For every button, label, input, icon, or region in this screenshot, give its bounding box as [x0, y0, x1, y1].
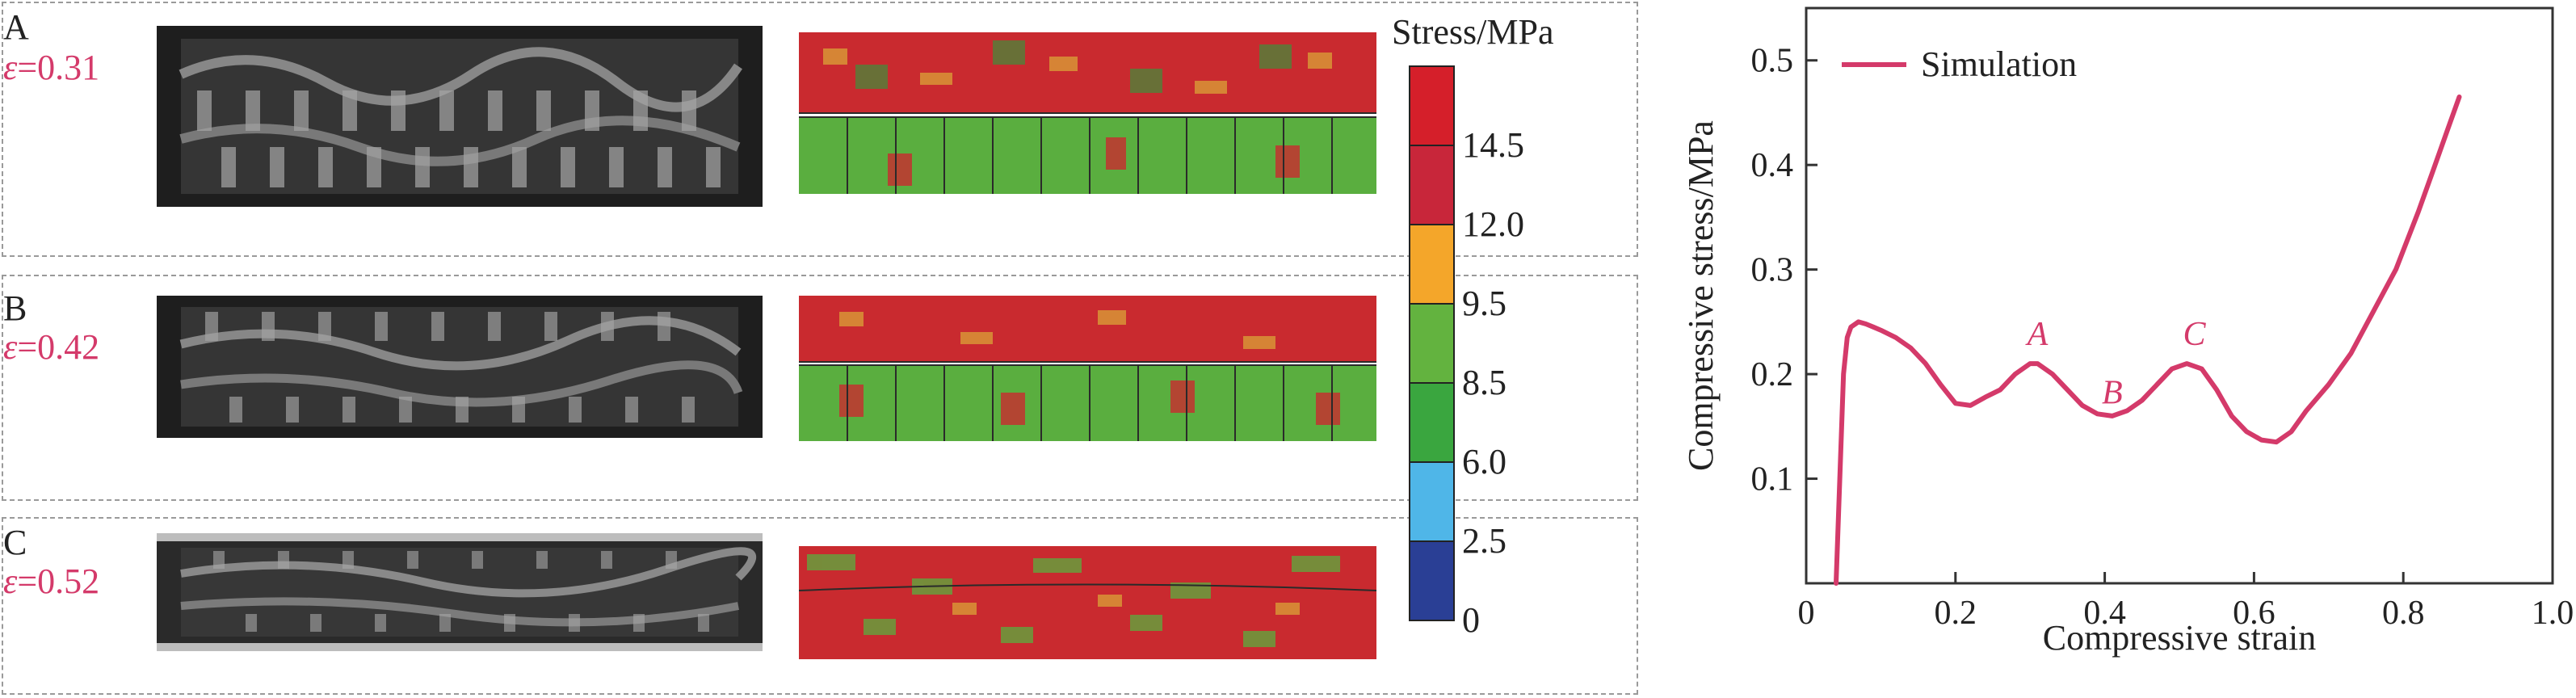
colorbar-ticks: 14.5 12.0 9.5 8.5 6.0 2.5 0 — [1462, 125, 1524, 640]
panel-a-strain: ε=0.31 — [3, 48, 100, 87]
colorbar-tick-label: 0 — [1462, 600, 1480, 640]
ct-image-c — [157, 533, 763, 651]
panel-c: C ε=0.52 — [2, 517, 1638, 695]
panel-b: B ε=0.42 — [2, 275, 1638, 501]
y-axis-label: Compressive stress/MPa — [1681, 120, 1721, 471]
panel-c-label: C — [3, 523, 27, 562]
x-axis-label: Compressive strain — [2043, 618, 2317, 658]
colorbar-tick-label: 12.0 — [1462, 204, 1524, 244]
x-axis-ticks: 0 0.2 0.4 0.6 0.8 1.0 — [1798, 572, 2574, 632]
colorbar-block — [1409, 65, 1455, 146]
y-axis-ticks: 0.1 0.2 0.3 0.4 0.5 — [1751, 43, 1817, 498]
colorbar-tick-label: 8.5 — [1462, 363, 1507, 402]
stress-field-b — [799, 296, 1376, 441]
point-annotation: A — [2025, 316, 2049, 353]
colorbar-title: Stress/MPa — [1392, 12, 1553, 52]
colorbar-tick-label: 2.5 — [1462, 521, 1507, 561]
point-annotation: B — [2102, 374, 2123, 411]
series-line — [1834, 95, 2462, 586]
x-tick-label: 0 — [1798, 595, 1815, 632]
legend: Simulation — [1842, 44, 2077, 84]
panel-c-strain: ε=0.52 — [3, 561, 100, 601]
legend-label: Simulation — [1921, 44, 2077, 84]
colorbar-block — [1409, 224, 1455, 305]
series — [1834, 95, 2462, 586]
colorbar-block — [1409, 382, 1455, 463]
colorbar-blocks — [1409, 65, 1455, 621]
x-tick-label: 1.0 — [2532, 595, 2574, 632]
panel-a: A ε=0.31 — [2, 2, 1638, 257]
stress-field-c — [798, 546, 1377, 659]
point-annotation: C — [2183, 316, 2206, 353]
ct-image-b — [157, 296, 763, 438]
panel-a-label: A — [3, 7, 29, 47]
colorbar-block — [1409, 461, 1455, 542]
colorbar: Stress/MPa 14.5 12.0 9.5 8.5 6.0 2.5 0 — [1392, 12, 1553, 640]
x-tick-label: 0.4 — [2083, 595, 2126, 632]
y-tick-label: 0.4 — [1751, 147, 1794, 184]
plot-frame — [1805, 6, 2554, 585]
ct-image-a — [157, 26, 763, 207]
x-tick-label: 0.8 — [2382, 595, 2425, 632]
x-tick-label: 0.6 — [2233, 595, 2276, 632]
colorbar-tick-label: 6.0 — [1462, 442, 1507, 481]
annotations: A B C — [2025, 316, 2207, 411]
x-tick-label: 0.2 — [1935, 595, 1977, 632]
y-tick-label: 0.2 — [1751, 356, 1794, 393]
colorbar-tick-label: 9.5 — [1462, 284, 1507, 323]
y-tick-label: 0.5 — [1751, 43, 1794, 80]
colorbar-tick-label: 14.5 — [1462, 125, 1524, 165]
stress-strain-chart: 0 0.2 0.4 0.6 0.8 1.0 0.1 0.2 0.3 0.4 0.5 A B C Sim… — [1681, 6, 2574, 658]
stress-field-a — [799, 32, 1376, 194]
panel-b-strain: ε=0.42 — [3, 327, 100, 367]
colorbar-block — [1409, 303, 1455, 384]
panel-b-label: B — [3, 288, 27, 328]
y-tick-label: 0.1 — [1751, 461, 1794, 498]
y-tick-label: 0.3 — [1751, 252, 1794, 289]
colorbar-block — [1409, 540, 1455, 621]
colorbar-block — [1409, 145, 1455, 225]
